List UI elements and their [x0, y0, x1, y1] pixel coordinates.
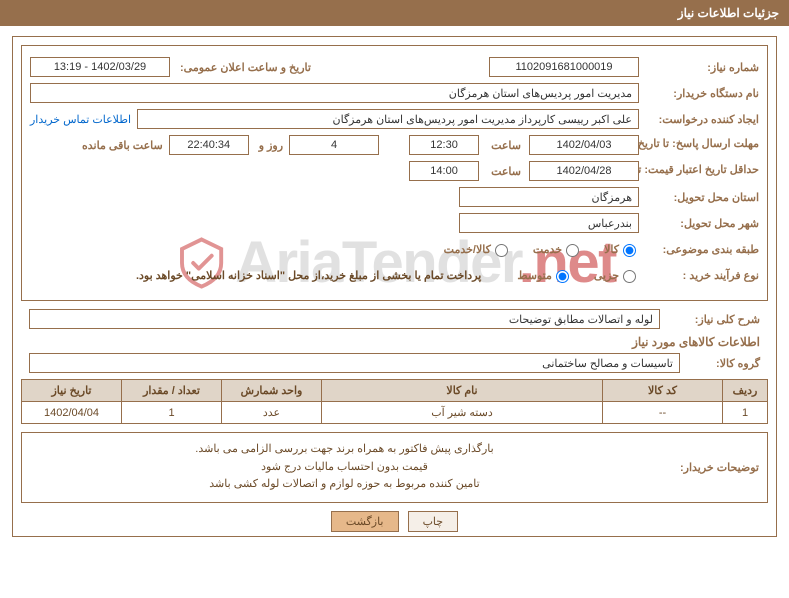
process-partial-option[interactable]: جزیی: [594, 267, 639, 283]
delivery-city-label: شهر محل تحویل:: [639, 217, 759, 230]
col-name: نام کالا: [322, 380, 603, 402]
category-both-radio[interactable]: [495, 244, 508, 257]
items-table: ردیف کد کالا نام کالا واحد شمارش تعداد /…: [21, 379, 768, 424]
table-header-row: ردیف کد کالا نام کالا واحد شمارش تعداد /…: [22, 380, 768, 402]
process-type-label: نوع فرآیند خرید :: [639, 269, 759, 282]
col-date: تاریخ نیاز: [22, 380, 122, 402]
buyer-label: نام دستگاه خریدار:: [639, 87, 759, 100]
deadline-date: 1402/04/03: [529, 135, 639, 155]
cell-unit: عدد: [222, 402, 322, 424]
general-description-row: شرح کلی نیاز: لوله و اتصالات مطابق توضیح…: [29, 309, 760, 329]
col-unit: واحد شمارش: [222, 380, 322, 402]
requester-value: علی اکبر رییسی کارپرداز مدیریت امور پردی…: [137, 109, 639, 129]
deadline-time: 12:30: [409, 135, 479, 155]
cell-date: 1402/04/04: [22, 402, 122, 424]
validity-time: 14:00: [409, 161, 479, 181]
time-label-2: ساعت: [487, 165, 521, 178]
cell-qty: 1: [122, 402, 222, 424]
main-container: شماره نیاز: 1102091681000019 تاریخ و ساع…: [12, 36, 777, 537]
process-medium-option[interactable]: متوسط: [517, 267, 572, 283]
category-goods-radio[interactable]: [623, 244, 636, 257]
buyer-notes-box: توضیحات خریدار: بارگذاری پیش فاکتور به ه…: [21, 432, 768, 503]
goods-group-label: گروه کالا:: [680, 357, 760, 370]
buyer-value: مدیریت امور پردیس‌های استان هرمزگان: [30, 83, 639, 103]
goods-info-title: اطلاعات کالاهای مورد نیاز: [13, 335, 760, 349]
category-service-option[interactable]: خدمت: [533, 241, 582, 257]
print-button[interactable]: چاپ: [408, 511, 459, 532]
payment-note: پرداخت تمام یا بخشی از مبلغ خرید،از محل …: [136, 269, 481, 282]
col-row: ردیف: [723, 380, 768, 402]
category-service-radio[interactable]: [566, 244, 579, 257]
requester-label: ایجاد کننده درخواست:: [639, 113, 759, 126]
page-title: جزئیات اطلاعات نیاز: [678, 6, 779, 20]
process-medium-radio[interactable]: [556, 270, 569, 283]
details-fieldset: شماره نیاز: 1102091681000019 تاریخ و ساع…: [21, 45, 768, 301]
validity-date: 1402/04/28: [529, 161, 639, 181]
delivery-province-value: هرمزگان: [459, 187, 639, 207]
remaining-label: ساعت باقی مانده: [78, 139, 163, 152]
need-number-value: 1102091681000019: [489, 57, 639, 77]
cell-code: --: [603, 402, 723, 424]
delivery-city-value: بندرعباس: [459, 213, 639, 233]
category-goods-option[interactable]: کالا: [604, 241, 639, 257]
days-count: 4: [289, 135, 379, 155]
announce-value: 1402/03/29 - 13:19: [30, 57, 170, 77]
general-desc-value: لوله و اتصالات مطابق توضیحات: [29, 309, 660, 329]
category-radio-group: کالا خدمت کالا/خدمت: [426, 241, 639, 257]
deadline-label: مهلت ارسال پاسخ: تا تاریخ:: [639, 138, 759, 151]
need-number-label: شماره نیاز:: [639, 61, 759, 74]
validity-label: حداقل تاریخ اعتبار قیمت: تا تاریخ:: [639, 164, 759, 177]
announce-label: تاریخ و ساعت اعلان عمومی:: [176, 61, 311, 74]
table-row: 1 -- دسته شیر آب عدد 1 1402/04/04: [22, 402, 768, 424]
goods-group-value: تاسیسات و مصالح ساختمانی: [29, 353, 680, 373]
button-row: چاپ بازگشت: [13, 511, 776, 532]
buyer-notes-label: توضیحات خریدار:: [659, 461, 759, 474]
col-code: کد کالا: [603, 380, 723, 402]
process-radio-group: جزیی متوسط: [499, 267, 639, 283]
countdown-value: 22:40:34: [169, 135, 249, 155]
back-button[interactable]: بازگشت: [331, 511, 399, 532]
page-title-bar: جزئیات اطلاعات نیاز: [0, 0, 789, 26]
col-qty: تعداد / مقدار: [122, 380, 222, 402]
time-label-1: ساعت: [487, 139, 521, 152]
buyer-contact-link[interactable]: اطلاعات تماس خریدار: [30, 113, 131, 126]
delivery-province-label: استان محل تحویل:: [639, 191, 759, 204]
goods-group-row: گروه کالا: تاسیسات و مصالح ساختمانی: [29, 353, 760, 373]
process-partial-radio[interactable]: [623, 270, 636, 283]
category-label: طبقه بندی موضوعی:: [639, 243, 759, 256]
general-desc-label: شرح کلی نیاز:: [660, 313, 760, 326]
cell-num: 1: [723, 402, 768, 424]
category-both-option[interactable]: کالا/خدمت: [444, 241, 511, 257]
days-and-label: روز و: [255, 139, 283, 152]
cell-name: دسته شیر آب: [322, 402, 603, 424]
buyer-notes-text: بارگذاری پیش فاکتور به همراه برند جهت بر…: [30, 441, 659, 494]
